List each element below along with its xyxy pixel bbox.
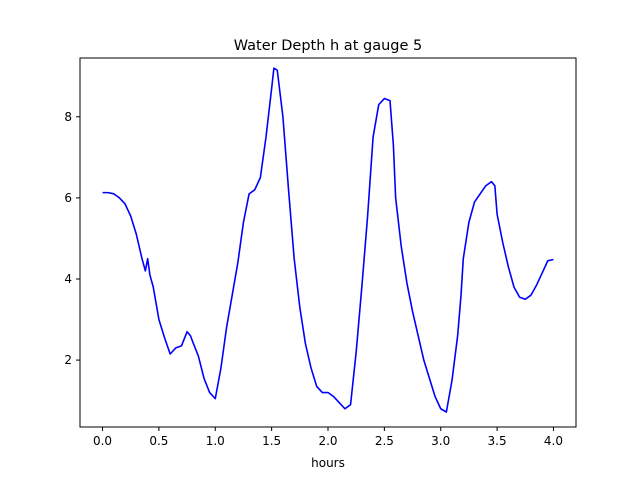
chart-title: Water Depth h at gauge 5 [234,38,422,54]
y-tick-label: 2 [64,353,72,367]
x-tick-label: 3.0 [431,434,450,448]
x-tick-label: 4.0 [544,434,563,448]
x-tick-label: 1.0 [206,434,225,448]
x-axis-ticks: 0.0 0.5 1.0 1.5 2.0 2.5 3.0 3.5 4.0 [93,427,563,448]
x-tick-label: 0.5 [149,434,168,448]
x-axis-label: hours [311,456,345,470]
y-axis-ticks: 2 4 6 8 [64,110,80,367]
x-tick-label: 0.0 [93,434,112,448]
x-tick-label: 2.5 [375,434,394,448]
y-tick-label: 6 [64,191,72,205]
x-tick-label: 1.5 [262,434,281,448]
series-line [102,67,554,413]
y-tick-label: 4 [64,272,72,286]
x-tick-label: 3.5 [488,434,507,448]
y-tick-label: 8 [64,110,72,124]
x-tick-label: 2.0 [318,434,337,448]
